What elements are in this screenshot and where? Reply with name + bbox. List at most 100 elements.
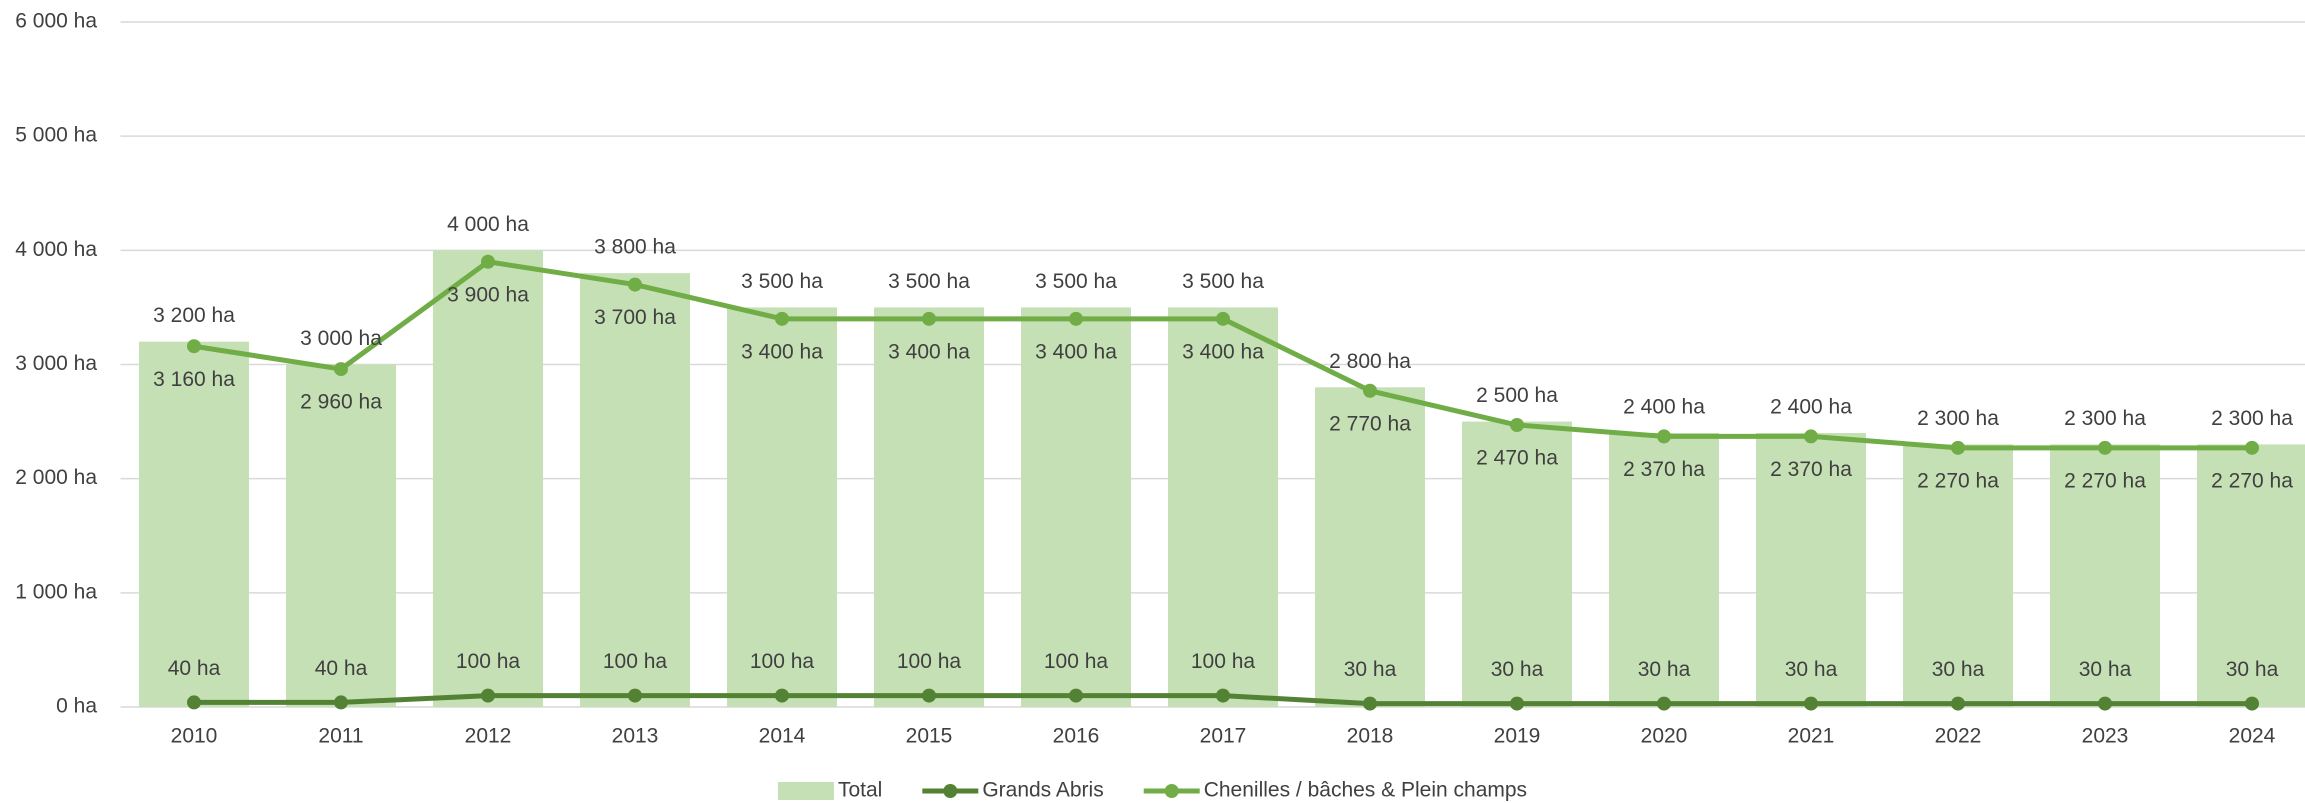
data-label: 2 300 ha <box>2211 407 2293 430</box>
y-tick-label: 2 000 ha <box>15 466 97 489</box>
legend-swatch <box>943 784 958 798</box>
data-label: 30 ha <box>2079 658 2132 681</box>
x-tick-label: 2021 <box>1788 725 1835 748</box>
point <box>628 277 642 292</box>
legend-label: Total <box>838 779 882 802</box>
bar <box>139 341 249 707</box>
data-label: 4 000 ha <box>447 213 529 236</box>
point <box>1363 696 1377 711</box>
data-label: 100 ha <box>750 650 815 673</box>
x-tick-label: 2015 <box>906 725 953 748</box>
data-label: 2 300 ha <box>1917 407 1999 430</box>
data-label: 30 ha <box>1932 658 1985 681</box>
point <box>922 688 936 703</box>
point <box>481 688 495 703</box>
data-label: 3 700 ha <box>594 306 676 329</box>
x-tick-label: 2023 <box>2082 725 2129 748</box>
point <box>2098 696 2112 711</box>
data-label: 3 800 ha <box>594 236 676 259</box>
data-label: 100 ha <box>1191 650 1256 673</box>
data-label: 100 ha <box>603 650 668 673</box>
x-tick-label: 2011 <box>318 725 363 748</box>
data-label: 3 900 ha <box>447 283 529 306</box>
x-tick-label: 2024 <box>2229 725 2276 748</box>
data-label: 2 400 ha <box>1770 396 1852 419</box>
bar <box>433 250 543 708</box>
data-label: 3 400 ha <box>1035 340 1117 363</box>
data-label: 2 370 ha <box>1623 458 1705 481</box>
point <box>775 688 789 703</box>
point <box>1657 696 1671 711</box>
data-label: 2 370 ha <box>1770 458 1852 481</box>
point <box>1951 440 1965 455</box>
y-tick-label: 4 000 ha <box>15 238 97 261</box>
data-label: 2 770 ha <box>1329 412 1411 435</box>
data-label: 3 400 ha <box>1182 340 1264 363</box>
data-label: 3 500 ha <box>1182 270 1264 293</box>
point <box>334 695 348 710</box>
bar <box>727 307 837 707</box>
point <box>1510 418 1524 433</box>
point <box>1069 311 1083 326</box>
point <box>775 311 789 326</box>
data-label: 30 ha <box>1344 658 1397 681</box>
data-label: 2 270 ha <box>2211 469 2293 492</box>
x-tick-label: 2013 <box>612 725 659 748</box>
bar <box>1903 444 2013 707</box>
data-label: 100 ha <box>897 650 962 673</box>
data-label: 2 270 ha <box>2064 469 2146 492</box>
data-label: 3 400 ha <box>741 340 823 363</box>
bar <box>286 364 396 707</box>
data-label: 3 500 ha <box>1035 270 1117 293</box>
data-label: 100 ha <box>1044 650 1109 673</box>
data-label: 3 400 ha <box>888 340 970 363</box>
point <box>334 362 348 377</box>
y-tick-label: 1 000 ha <box>15 580 97 603</box>
point <box>2098 440 2112 455</box>
x-tick-label: 2019 <box>1494 725 1541 748</box>
x-tick-label: 2016 <box>1053 725 1100 748</box>
point <box>1363 383 1377 398</box>
point <box>1951 696 1965 711</box>
data-label: 2 400 ha <box>1623 396 1705 419</box>
data-label: 3 160 ha <box>153 368 235 391</box>
point <box>2245 440 2259 455</box>
data-label: 2 300 ha <box>2064 407 2146 430</box>
x-tick-label: 2014 <box>759 725 806 748</box>
y-tick-label: 0 ha <box>56 695 97 718</box>
data-label: 2 470 ha <box>1476 447 1558 470</box>
y-tick-label: 6 000 ha <box>15 10 97 33</box>
legend-label: Chenilles / bâches & Plein champs <box>1204 779 1527 802</box>
data-label: 30 ha <box>1491 658 1544 681</box>
bar <box>874 307 984 707</box>
point <box>187 695 201 710</box>
y-tick-label: 3 000 ha <box>15 352 97 375</box>
data-label: 3 500 ha <box>741 270 823 293</box>
data-label: 2 800 ha <box>1329 350 1411 373</box>
data-label: 30 ha <box>1785 658 1838 681</box>
x-tick-label: 2012 <box>465 725 512 748</box>
legend-swatch <box>777 782 834 800</box>
data-label: 2 270 ha <box>1917 469 1999 492</box>
x-tick-label: 2017 <box>1200 725 1247 748</box>
point <box>1216 311 1230 326</box>
data-label: 3 000 ha <box>300 327 382 350</box>
x-tick-label: 2010 <box>171 725 218 748</box>
point <box>922 311 936 326</box>
bar <box>1756 433 1866 707</box>
point <box>1804 429 1818 444</box>
point <box>1069 688 1083 703</box>
bar <box>2050 444 2160 707</box>
data-label: 30 ha <box>2226 658 2279 681</box>
x-tick-label: 2020 <box>1641 725 1688 748</box>
point <box>1804 696 1818 711</box>
point <box>187 339 201 354</box>
point <box>481 254 495 269</box>
data-label: 2 500 ha <box>1476 384 1558 407</box>
point <box>2245 696 2259 711</box>
point <box>1510 696 1524 711</box>
data-label: 40 ha <box>315 657 368 680</box>
point <box>1216 688 1230 703</box>
data-label: 3 500 ha <box>888 270 970 293</box>
